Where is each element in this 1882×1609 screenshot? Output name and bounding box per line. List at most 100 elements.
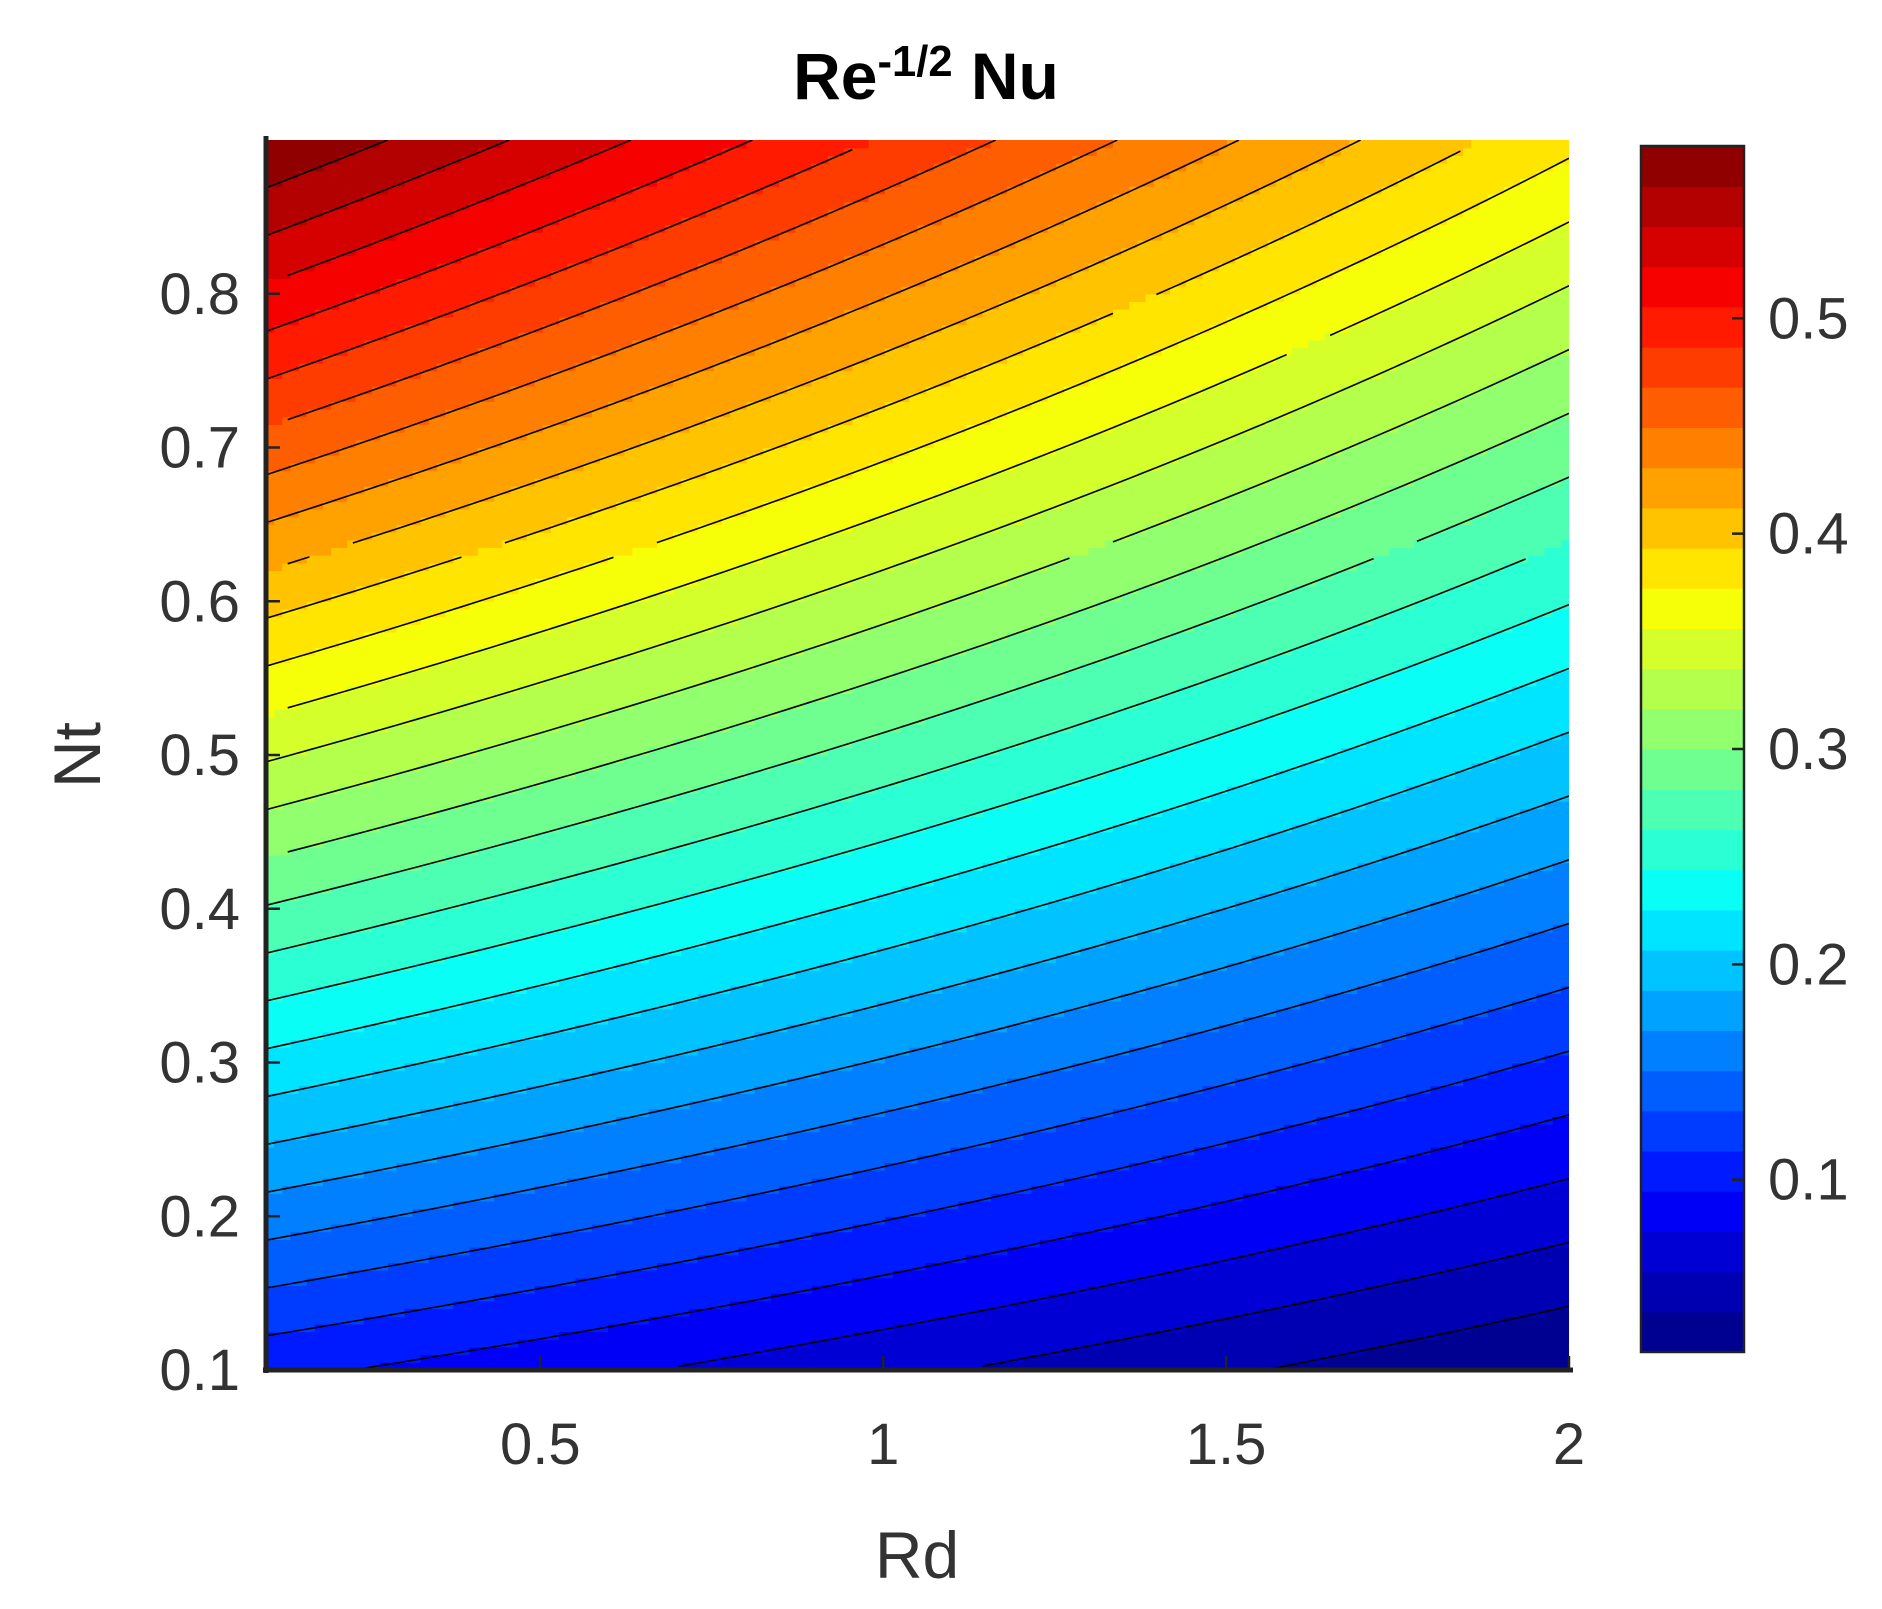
contour-cell [437,1016,446,1025]
contour-cell [518,1277,528,1287]
contour-cell [420,555,430,564]
contour-cell [428,1331,438,1340]
contour-cell [437,1124,446,1133]
contour-cell [314,316,324,326]
contour-cell [396,962,406,971]
contour-cell [477,578,487,587]
contour-cell [437,870,446,879]
contour-cell [331,1093,340,1102]
contour-cell [510,724,520,733]
contour-cell [420,970,430,979]
contour-cell [461,224,471,233]
contour-cell [412,247,422,256]
contour-cell [428,140,438,149]
contour-cell [298,1093,308,1102]
contour-cell [445,585,454,595]
contour-cell [510,970,520,979]
contour-cell [477,1039,487,1048]
contour-cell [396,1247,406,1256]
contour-cell [461,755,471,764]
contour-cell [347,1108,357,1117]
contour-cell [502,147,511,156]
contour-cell [363,655,373,664]
contour-cell [469,193,479,203]
contour-cell [485,632,495,641]
contour-cell [282,147,292,156]
contour-cell [282,362,292,372]
contour-cell [266,1339,275,1348]
contour-cell [461,962,471,971]
contour-cell [371,870,381,879]
contour-cell [437,516,446,525]
contour-cell [412,1193,422,1202]
contour-cell [363,278,373,287]
contour-cell [298,885,308,894]
contour-cell [477,593,487,602]
contour-cell [485,824,495,833]
contour-cell [477,1124,487,1133]
contour-cell [469,301,479,310]
contour-cell [298,224,308,233]
contour-cell [339,924,349,933]
contour-cell [306,1231,316,1240]
contour-cell [510,216,520,226]
contour-cell [412,839,422,848]
contour-cell [355,708,365,718]
contour-cell [380,1354,389,1363]
contour-cell [323,1085,332,1094]
contour-cell [502,985,511,994]
contour-cell [461,1077,471,1087]
contour-cell [510,808,520,818]
contour-cell [461,170,471,180]
contour-cell [323,670,332,679]
contour-cell [380,908,389,918]
contour-cell [306,632,316,641]
contour-cell [477,1031,487,1041]
contour-cell [510,1047,520,1056]
contour-cell [347,908,357,918]
contour-cell [502,1162,511,1171]
contour-cell [339,878,349,887]
contour-cell [314,962,324,971]
contour-cell [331,1231,340,1240]
contour-cell [437,455,446,464]
contour-cell [371,386,381,395]
contour-cell [445,485,454,495]
contour-cell [339,755,349,764]
contour-cell [306,493,316,502]
contour-cell [428,1262,438,1271]
contour-cell [314,924,324,933]
contour-cell [494,1108,503,1117]
contour-cell [323,1047,332,1056]
contour-cell [494,862,503,871]
contour-cell [437,593,446,602]
contour-cell [290,147,300,156]
contour-cell [290,1216,300,1225]
contour-cell [355,662,365,672]
contour-cell [282,1346,292,1356]
contour-cell [494,509,503,518]
contour-cell [494,401,503,410]
contour-cell [371,255,381,264]
contour-cell [380,293,389,303]
contour-cell [298,270,308,279]
contour-cell [510,1139,520,1148]
contour-cell [306,309,316,318]
contour-cell [306,1262,316,1271]
contour-cell [453,670,463,679]
contour-cell [420,1108,430,1117]
contour-cell [404,186,414,195]
contour-cell [339,1147,349,1156]
contour-cell [485,539,495,549]
contour-cell [404,1200,414,1210]
contour-cell [485,147,495,156]
contour-cell [323,316,332,326]
contour-cell [331,1024,340,1033]
contour-cell [298,862,308,871]
contour-cell [396,608,406,618]
contour-cell [396,462,406,472]
contour-cell [453,816,463,825]
contour-cell [477,639,487,648]
contour-cell [445,1154,454,1164]
contour-cell [428,247,438,256]
